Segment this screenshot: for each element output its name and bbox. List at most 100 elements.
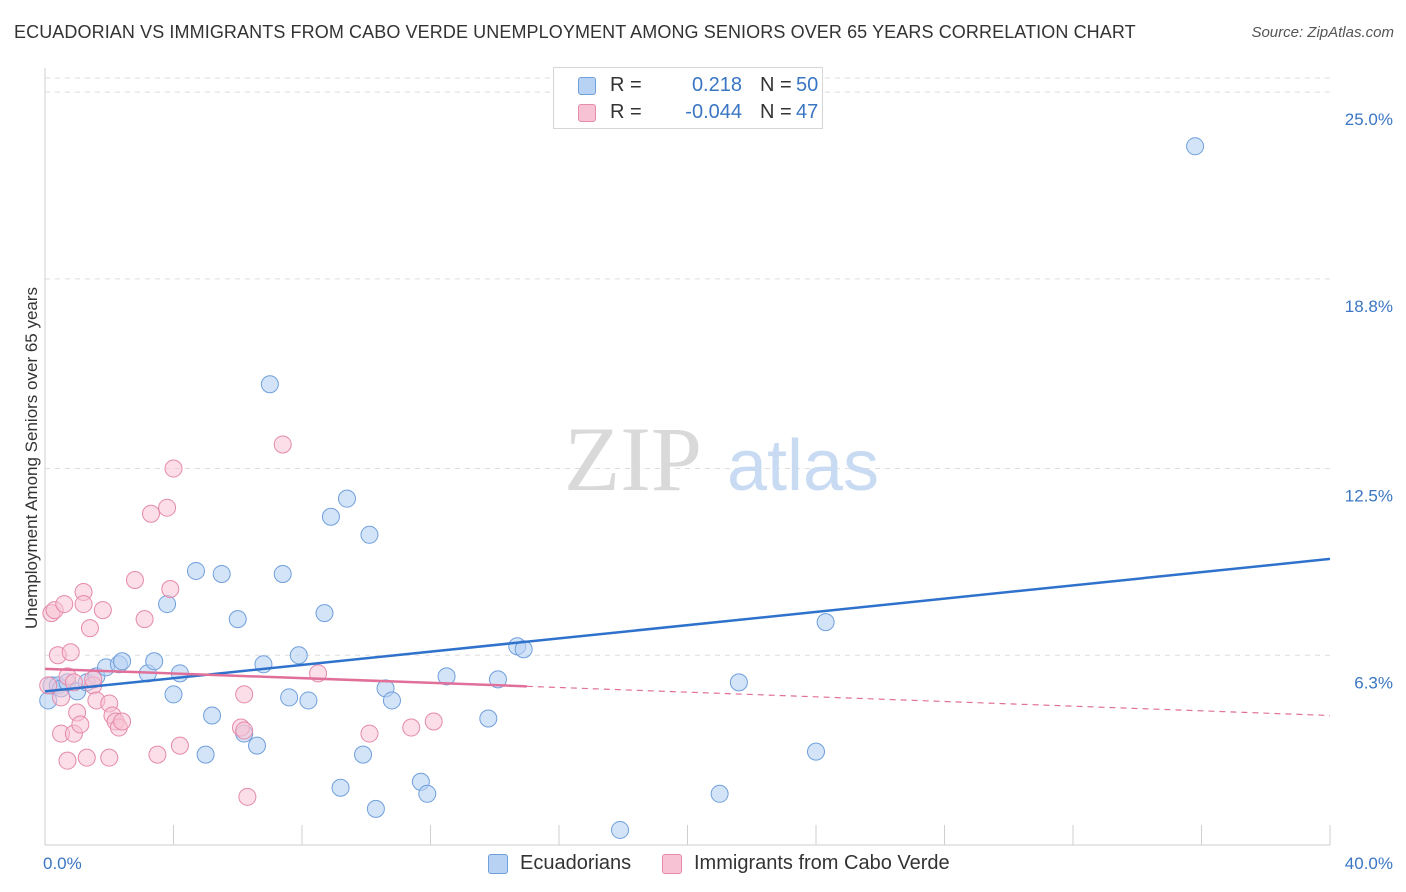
data-point-ecuadorian [710, 784, 729, 803]
data-point-ecuadorian [354, 745, 373, 764]
data-point-caboverde [273, 435, 292, 454]
data-point-ecuadorian [611, 820, 630, 839]
data-point-caboverde [61, 643, 80, 662]
legend-n-label: N = [760, 101, 792, 123]
trend-line-caboverde [44, 667, 527, 688]
data-point-ecuadorian [488, 670, 507, 689]
x-tick-labels: 0.0% 40.0% [43, 854, 1393, 873]
data-point-ecuadorian [337, 489, 356, 508]
data-point-caboverde [64, 673, 83, 692]
data-point-ecuadorian [321, 507, 340, 526]
legend-r-label: R = [610, 74, 642, 96]
legend-n-value: 50 [796, 74, 819, 96]
data-point-caboverde [161, 580, 180, 599]
x-tick-label: 0.0% [43, 854, 82, 873]
data-point-ecuadorian [113, 652, 132, 671]
x-tick-label: 40.0% [1345, 854, 1393, 873]
correlation-legend: R = 0.218 N = 50 R = -0.044 N = 47 [553, 67, 823, 129]
data-point-caboverde [58, 751, 77, 770]
data-point-ecuadorian [1186, 137, 1205, 156]
data-point-caboverde [74, 595, 93, 614]
data-point-caboverde [113, 712, 132, 731]
legend-swatch-ecuadorians [578, 77, 596, 95]
grid-lines [45, 77, 1330, 656]
data-point-caboverde [235, 685, 254, 704]
data-point-caboverde [71, 715, 90, 734]
bottom-legend-caboverde: Immigrants from Cabo Verde [662, 852, 962, 876]
data-point-ecuadorian [248, 736, 267, 755]
data-point-caboverde [93, 601, 112, 620]
data-point-ecuadorian [145, 652, 164, 671]
trend-lines [44, 557, 1331, 717]
data-point-ecuadorian [228, 610, 247, 629]
data-point-caboverde [238, 787, 257, 806]
y-tick-label: 18.8% [1345, 297, 1393, 316]
data-point-ecuadorian [299, 691, 318, 710]
data-point-caboverde [360, 724, 379, 743]
data-point-caboverde [100, 748, 119, 767]
legend-n-value: 47 [796, 101, 819, 123]
data-point-ecuadorian [366, 799, 385, 818]
y-tick-labels: 6.3% 12.5% 18.8% 25.0% [1345, 110, 1393, 692]
bottom-legend-label: Immigrants from Cabo Verde [694, 852, 950, 874]
data-point-ecuadorian [280, 688, 299, 707]
trend-line-caboverde-extension [526, 685, 1331, 717]
data-point-ecuadorian [273, 564, 292, 583]
watermark: ZIP atlas [564, 408, 879, 510]
data-point-ecuadorian [260, 375, 279, 394]
data-point-ecuadorian [212, 564, 231, 583]
data-point-caboverde [424, 712, 443, 731]
data-point-caboverde [80, 619, 99, 638]
data-point-ecuadorian [203, 706, 222, 725]
series-caboverde-points [39, 435, 443, 806]
y-tick-label: 12.5% [1345, 487, 1393, 506]
legend-r-value: 0.218 [691, 74, 742, 96]
watermark-zip: ZIP [564, 408, 702, 510]
legend-r-label: R = [610, 101, 642, 123]
data-point-ecuadorian [315, 604, 334, 623]
data-point-caboverde [158, 498, 177, 517]
y-tick-label: 25.0% [1345, 110, 1393, 129]
data-point-ecuadorian [382, 691, 401, 710]
watermark-atlas: atlas [727, 426, 879, 506]
data-point-caboverde [235, 721, 254, 740]
data-point-ecuadorian [196, 745, 215, 764]
data-point-ecuadorian [360, 525, 379, 544]
chart-title: ECUADORIAN VS IMMIGRANTS FROM CABO VERDE… [14, 22, 1136, 42]
data-point-caboverde [77, 748, 96, 767]
data-point-ecuadorian [437, 667, 456, 686]
data-point-caboverde [142, 504, 161, 523]
legend-r-value: -0.044 [685, 101, 742, 123]
data-point-ecuadorian [514, 640, 533, 659]
bottom-legend-swatch-ecuadorians [488, 854, 508, 874]
source-credit: Source: ZipAtlas.com [1251, 24, 1394, 41]
legend-n-label: N = [760, 74, 792, 96]
data-point-caboverde [135, 610, 154, 629]
data-point-ecuadorian [807, 742, 825, 761]
data-point-ecuadorian [158, 595, 177, 614]
data-point-caboverde [170, 736, 189, 755]
bottom-legend-label: Ecuadorians [520, 852, 632, 874]
data-point-caboverde [164, 459, 183, 478]
data-point-ecuadorian [331, 778, 350, 797]
data-point-caboverde [125, 570, 144, 589]
data-point-ecuadorian [729, 673, 748, 692]
bottom-legend-ecuadorians: Ecuadorians [488, 852, 648, 876]
series-ecuadorians-points [39, 137, 1205, 839]
trend-line-ecuadorians [44, 557, 1331, 693]
data-point-ecuadorian [289, 646, 308, 665]
legend-swatch-caboverde [578, 104, 596, 122]
x-minor-ticks [44, 825, 1331, 845]
data-point-caboverde [148, 745, 167, 764]
y-tick-label: 6.3% [1354, 673, 1393, 692]
data-point-caboverde [402, 718, 421, 737]
data-point-ecuadorian [186, 561, 205, 580]
data-point-caboverde [55, 595, 74, 614]
data-point-ecuadorian [164, 685, 183, 704]
bottom-legend-swatch-caboverde [662, 854, 682, 874]
y-axis-label: Unemployment Among Seniors over 65 years [22, 287, 41, 629]
data-point-ecuadorian [418, 784, 437, 803]
data-point-ecuadorian [479, 709, 498, 728]
data-point-ecuadorian [816, 613, 835, 632]
